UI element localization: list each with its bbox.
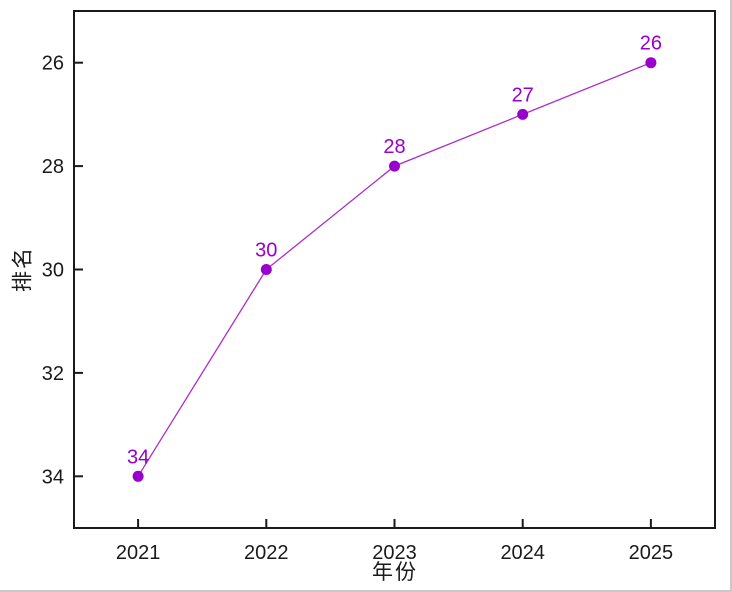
x-tick-label: 2021 <box>116 542 161 564</box>
data-point <box>132 470 144 482</box>
data-point-label: 34 <box>127 446 149 468</box>
data-point-label: 30 <box>255 240 277 262</box>
data-point <box>389 160 400 172</box>
y-tick-label: 26 <box>42 53 64 75</box>
y-tick-label: 32 <box>42 363 64 385</box>
x-tick-label: 2025 <box>629 542 674 564</box>
x-tick-label: 2024 <box>500 542 545 564</box>
y-axis-title: 排名 <box>11 246 35 292</box>
data-point <box>517 108 529 120</box>
plot-border <box>73 10 716 529</box>
x-axis-title: 年份 <box>372 561 418 584</box>
y-tick-label: 30 <box>42 260 64 282</box>
data-point-label: 26 <box>640 33 662 55</box>
data-point <box>260 264 272 275</box>
x-tick-label: 2023 <box>372 542 417 564</box>
data-line <box>137 62 652 477</box>
data-point-label: 28 <box>383 136 405 158</box>
x-tick-label: 2022 <box>244 542 289 564</box>
data-point <box>645 57 657 69</box>
y-tick-label: 34 <box>42 466 64 488</box>
y-tick-label: 28 <box>42 156 64 178</box>
data-point-label: 27 <box>512 84 534 106</box>
